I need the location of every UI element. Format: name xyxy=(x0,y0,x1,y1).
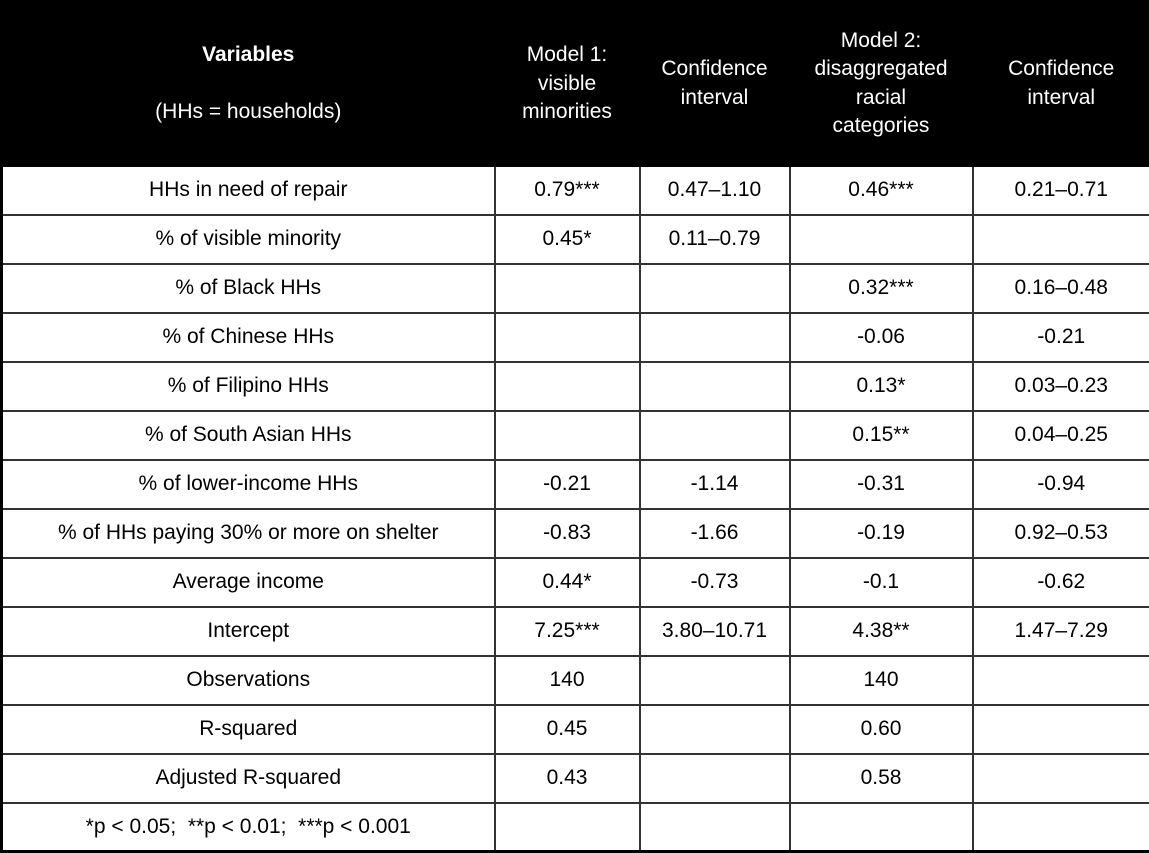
table-row: Intercept 7.25*** 3.80–10.71 4.38** 1.47… xyxy=(2,607,1149,656)
table-header: Variables (HHs = households) Model 1: vi… xyxy=(2,2,1149,166)
model2-value-cell: 0.15** xyxy=(790,411,973,460)
model1-value-cell: 0.44* xyxy=(495,558,640,607)
ci2-value-cell: 0.16–0.48 xyxy=(973,264,1149,313)
ci2-value-cell: 0.21–0.71 xyxy=(973,166,1149,215)
header-confidence-interval-1: Confidence interval xyxy=(640,2,790,166)
ci1-value-cell: -1.66 xyxy=(640,509,790,558)
table-row: Average income 0.44* -0.73 -0.1 -0.62 xyxy=(2,558,1149,607)
ci1-value-cell: -1.14 xyxy=(640,460,790,509)
model1-value-cell: 7.25*** xyxy=(495,607,640,656)
ci2-value-cell: 0.03–0.23 xyxy=(973,362,1149,411)
table-row: % of South Asian HHs 0.15** 0.04–0.25 xyxy=(2,411,1149,460)
table-row: Adjusted R-squared 0.43 0.58 xyxy=(2,754,1149,803)
model1-value-cell: 0.45* xyxy=(495,215,640,264)
ci1-value-cell: 0.11–0.79 xyxy=(640,215,790,264)
model1-value-cell: 0.79*** xyxy=(495,166,640,215)
empty-cell xyxy=(495,803,640,852)
table-row: % of lower-income HHs -0.21 -1.14 -0.31 … xyxy=(2,460,1149,509)
ci1-value-cell: -0.73 xyxy=(640,558,790,607)
header-row: Variables (HHs = households) Model 1: vi… xyxy=(2,2,1149,166)
model2-value-cell: 4.38** xyxy=(790,607,973,656)
model2-value-cell: 0.13* xyxy=(790,362,973,411)
table-row: % of visible minority 0.45* 0.11–0.79 xyxy=(2,215,1149,264)
row-label-cell: % of lower-income HHs xyxy=(2,460,495,509)
model2-value-cell: -0.31 xyxy=(790,460,973,509)
table-row: % of HHs paying 30% or more on shelter -… xyxy=(2,509,1149,558)
ci2-value-cell: -0.62 xyxy=(973,558,1149,607)
table-body: HHs in need of repair 0.79*** 0.47–1.10 … xyxy=(2,166,1149,852)
model1-value-cell: 0.43 xyxy=(495,754,640,803)
model2-value-cell: -0.19 xyxy=(790,509,973,558)
table-row: Observations 140 140 xyxy=(2,656,1149,705)
row-label-cell: % of Chinese HHs xyxy=(2,313,495,362)
ci2-value-cell xyxy=(973,656,1149,705)
header-model2: Model 2: disaggregated racial categories xyxy=(790,2,973,166)
header-confidence-interval-2: Confidence interval xyxy=(973,2,1149,166)
ci2-value-cell xyxy=(973,705,1149,754)
header-variables-subtitle: (HHs = households) xyxy=(11,98,486,126)
row-label-cell: % of South Asian HHs xyxy=(2,411,495,460)
header-variables-title: Variables xyxy=(11,41,486,69)
model2-value-cell: -0.1 xyxy=(790,558,973,607)
model1-value-cell xyxy=(495,313,640,362)
ci2-value-cell: -0.21 xyxy=(973,313,1149,362)
row-label-cell: Intercept xyxy=(2,607,495,656)
empty-cell xyxy=(640,803,790,852)
table-row: % of Filipino HHs 0.13* 0.03–0.23 xyxy=(2,362,1149,411)
ci1-value-cell xyxy=(640,705,790,754)
significance-footnote: *p < 0.05; **p < 0.01; ***p < 0.001 xyxy=(2,803,495,852)
model2-value-cell: 0.32*** xyxy=(790,264,973,313)
model2-value-cell: 140 xyxy=(790,656,973,705)
table-row: % of Chinese HHs -0.06 -0.21 xyxy=(2,313,1149,362)
ci2-value-cell xyxy=(973,754,1149,803)
table-row: R-squared 0.45 0.60 xyxy=(2,705,1149,754)
footnote-row: *p < 0.05; **p < 0.01; ***p < 0.001 xyxy=(2,803,1149,852)
row-label-cell: % of Filipino HHs xyxy=(2,362,495,411)
row-label-cell: Observations xyxy=(2,656,495,705)
model1-value-cell: 0.45 xyxy=(495,705,640,754)
row-label-cell: R-squared xyxy=(2,705,495,754)
ci1-value-cell xyxy=(640,411,790,460)
model2-value-cell: 0.60 xyxy=(790,705,973,754)
ci2-value-cell: -0.94 xyxy=(973,460,1149,509)
row-label-cell: Adjusted R-squared xyxy=(2,754,495,803)
ci1-value-cell: 3.80–10.71 xyxy=(640,607,790,656)
row-label-cell: Average income xyxy=(2,558,495,607)
table-row: % of Black HHs 0.32*** 0.16–0.48 xyxy=(2,264,1149,313)
table-row: HHs in need of repair 0.79*** 0.47–1.10 … xyxy=(2,166,1149,215)
ci1-value-cell xyxy=(640,313,790,362)
row-label-cell: % of visible minority xyxy=(2,215,495,264)
model1-value-cell xyxy=(495,362,640,411)
ci2-value-cell: 1.47–7.29 xyxy=(973,607,1149,656)
model2-value-cell: 0.58 xyxy=(790,754,973,803)
ci2-value-cell xyxy=(973,215,1149,264)
model2-value-cell: 0.46*** xyxy=(790,166,973,215)
ci1-value-cell xyxy=(640,264,790,313)
ci2-value-cell: 0.04–0.25 xyxy=(973,411,1149,460)
row-label-cell: % of HHs paying 30% or more on shelter xyxy=(2,509,495,558)
model1-value-cell xyxy=(495,264,640,313)
empty-cell xyxy=(973,803,1149,852)
row-label-cell: % of Black HHs xyxy=(2,264,495,313)
model1-value-cell: 140 xyxy=(495,656,640,705)
ci1-value-cell: 0.47–1.10 xyxy=(640,166,790,215)
model1-value-cell: -0.83 xyxy=(495,509,640,558)
ci1-value-cell xyxy=(640,656,790,705)
ci2-value-cell: 0.92–0.53 xyxy=(973,509,1149,558)
empty-cell xyxy=(790,803,973,852)
model1-value-cell: -0.21 xyxy=(495,460,640,509)
model1-value-cell xyxy=(495,411,640,460)
header-variables: Variables (HHs = households) xyxy=(2,2,495,166)
ci1-value-cell xyxy=(640,362,790,411)
model2-value-cell: -0.06 xyxy=(790,313,973,362)
ci1-value-cell xyxy=(640,754,790,803)
header-model1: Model 1: visible minorities xyxy=(495,2,640,166)
row-label-cell: HHs in need of repair xyxy=(2,166,495,215)
model2-value-cell xyxy=(790,215,973,264)
